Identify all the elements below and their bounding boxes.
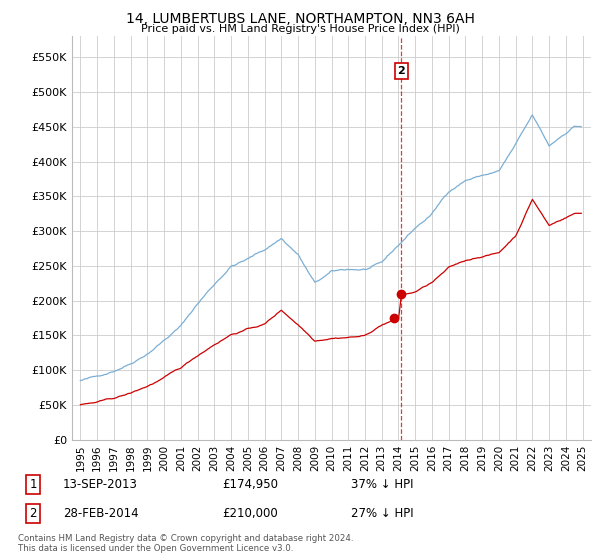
Text: 13-SEP-2013: 13-SEP-2013 [63, 478, 138, 491]
Text: 14, LUMBERTUBS LANE, NORTHAMPTON, NN3 6AH: 14, LUMBERTUBS LANE, NORTHAMPTON, NN3 6A… [125, 12, 475, 26]
Text: £210,000: £210,000 [222, 507, 278, 520]
Text: 1: 1 [29, 478, 37, 491]
Text: 37% ↓ HPI: 37% ↓ HPI [351, 478, 413, 491]
Text: 2: 2 [29, 507, 37, 520]
Text: £174,950: £174,950 [222, 478, 278, 491]
Text: 27% ↓ HPI: 27% ↓ HPI [351, 507, 413, 520]
Text: 2: 2 [397, 66, 405, 76]
Text: Price paid vs. HM Land Registry's House Price Index (HPI): Price paid vs. HM Land Registry's House … [140, 24, 460, 34]
Text: Contains HM Land Registry data © Crown copyright and database right 2024.
This d: Contains HM Land Registry data © Crown c… [18, 534, 353, 553]
Text: 28-FEB-2014: 28-FEB-2014 [63, 507, 139, 520]
